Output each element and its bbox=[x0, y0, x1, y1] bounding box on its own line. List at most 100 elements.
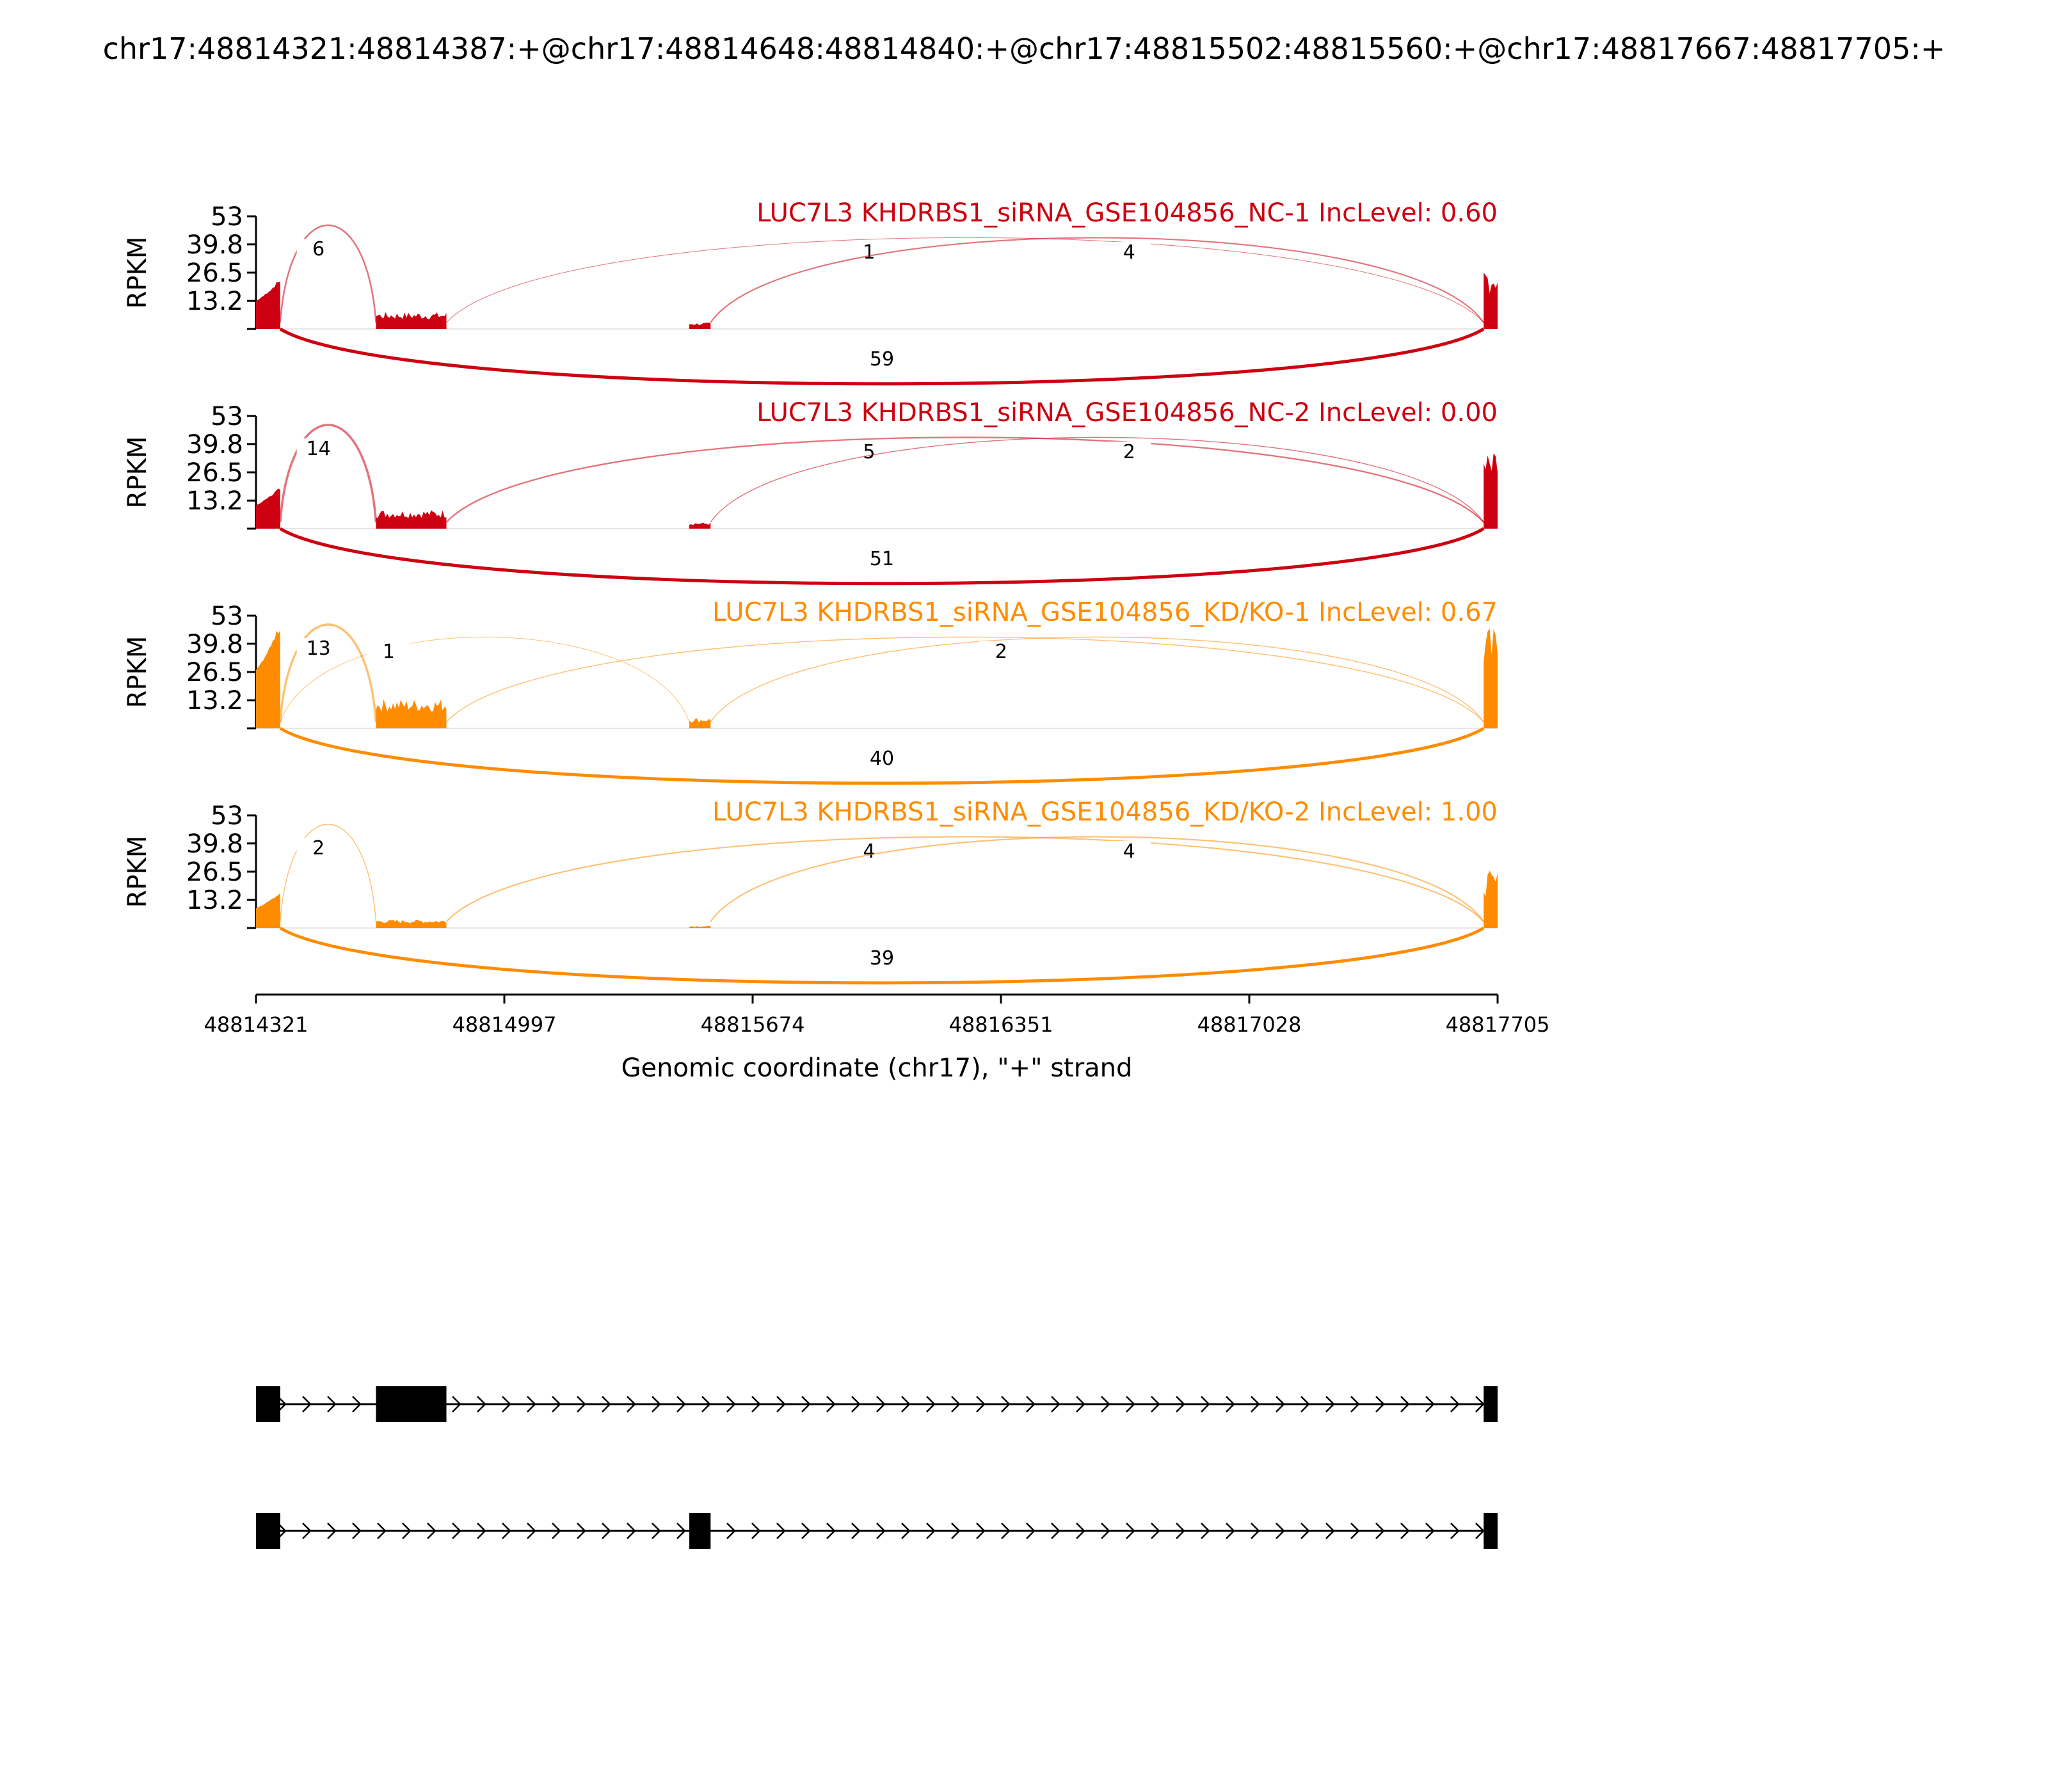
coverage-exon-4 bbox=[1484, 272, 1498, 329]
coverage-exon-2 bbox=[376, 312, 447, 329]
junction-label-bg bbox=[979, 641, 1023, 663]
junction-count-label: 4 bbox=[1123, 840, 1135, 863]
strand-arrow bbox=[1076, 1396, 1085, 1412]
junction-arc bbox=[280, 636, 690, 723]
junction-arc bbox=[446, 237, 1484, 323]
strand-arrow bbox=[776, 1396, 786, 1412]
y-tick-label: 53 bbox=[211, 202, 243, 232]
strand-arrow bbox=[1126, 1396, 1135, 1412]
strand-arrow bbox=[327, 1523, 337, 1539]
strand-arrow bbox=[801, 1523, 811, 1539]
junction-arc bbox=[445, 836, 1484, 922]
junction-arc bbox=[279, 224, 377, 323]
strand-arrow bbox=[826, 1396, 836, 1412]
junction-count-label: 4 bbox=[863, 840, 875, 863]
strand-arrow bbox=[726, 1523, 736, 1539]
y-tick-label: 26.5 bbox=[186, 858, 243, 887]
strand-arrow bbox=[901, 1523, 911, 1539]
y-tick-label: 53 bbox=[211, 402, 243, 431]
strand-arrow bbox=[876, 1523, 886, 1539]
coverage-exon-3 bbox=[689, 323, 711, 329]
track-1: LUC7L3 KHDRBS1_siRNA_GSE104856_NC-1 IncL… bbox=[123, 198, 1498, 386]
strand-arrow bbox=[851, 1523, 861, 1539]
strand-arrow bbox=[1375, 1523, 1385, 1539]
strand-arrow bbox=[1300, 1396, 1310, 1412]
x-axis: Genomic coordinate (chr17), "+" strand 4… bbox=[204, 993, 1550, 1083]
coverage-exon-2 bbox=[376, 510, 447, 529]
junction-arc bbox=[446, 636, 1484, 723]
junction-label-bg bbox=[367, 641, 411, 663]
x-tick-label: 48817705 bbox=[1446, 1012, 1550, 1037]
coverage-exon-1 bbox=[256, 630, 280, 728]
junction-arc bbox=[279, 527, 1485, 586]
strand-arrow bbox=[1475, 1523, 1485, 1539]
coverage-exon-1 bbox=[256, 282, 280, 329]
coverage-exon-3 bbox=[689, 925, 711, 928]
strand-arrow bbox=[1375, 1396, 1385, 1412]
strand-arrow bbox=[976, 1523, 986, 1539]
strand-arrow bbox=[1325, 1396, 1335, 1412]
junction-count-label: 4 bbox=[1123, 241, 1135, 264]
strand-arrow bbox=[1226, 1396, 1235, 1412]
strand-arrow bbox=[502, 1396, 511, 1412]
strand-arrow bbox=[1126, 1523, 1135, 1539]
junction-label-bg bbox=[296, 638, 340, 660]
strand-arrow bbox=[1101, 1396, 1110, 1412]
strand-arrow bbox=[427, 1523, 436, 1539]
strand-arrow bbox=[1425, 1523, 1435, 1539]
y-tick-label: 26.5 bbox=[186, 658, 243, 687]
exon-block bbox=[1484, 1513, 1498, 1549]
strand-arrow bbox=[302, 1523, 312, 1539]
strand-arrow bbox=[602, 1523, 611, 1539]
junction-count-label: 2 bbox=[1123, 441, 1135, 463]
strand-arrow bbox=[1176, 1523, 1185, 1539]
strand-arrow bbox=[277, 1523, 287, 1539]
y-tick-label: 53 bbox=[211, 801, 243, 831]
strand-arrow bbox=[277, 1396, 287, 1412]
junction-count-label: 2 bbox=[312, 837, 324, 860]
junction-label-bg bbox=[296, 239, 340, 260]
y-axis-label: RPKM bbox=[123, 237, 152, 309]
strand-arrow bbox=[1101, 1523, 1110, 1539]
strand-arrow bbox=[527, 1396, 536, 1412]
strand-arrow bbox=[1350, 1523, 1360, 1539]
strand-arrow bbox=[926, 1396, 936, 1412]
junction-arc bbox=[279, 327, 1485, 386]
strand-arrow bbox=[652, 1396, 661, 1412]
junction-label-bg bbox=[296, 838, 340, 860]
transcript-1 bbox=[256, 1386, 1498, 1422]
strand-arrow bbox=[751, 1523, 761, 1539]
strand-arrow bbox=[926, 1523, 936, 1539]
strand-arrow bbox=[676, 1523, 686, 1539]
strand-arrow bbox=[477, 1523, 486, 1539]
strand-arrow bbox=[627, 1523, 636, 1539]
strand-arrow bbox=[1026, 1396, 1036, 1412]
coverage-exon-4 bbox=[1484, 453, 1498, 529]
junction-count-label: 40 bbox=[870, 748, 894, 770]
junction-count-label: 5 bbox=[863, 441, 875, 463]
junction-count-label: 59 bbox=[870, 348, 894, 371]
strand-arrow bbox=[327, 1396, 337, 1412]
junction-arc bbox=[280, 824, 377, 922]
strand-arrow bbox=[1475, 1396, 1485, 1412]
junction-label-bg bbox=[860, 349, 904, 371]
junction-count-label: 6 bbox=[312, 238, 324, 260]
strand-arrow bbox=[701, 1396, 711, 1412]
exon-block bbox=[1484, 1386, 1498, 1422]
junction-count-label: 39 bbox=[870, 947, 894, 970]
strand-arrow bbox=[976, 1396, 986, 1412]
junction-label-bg bbox=[1107, 242, 1151, 264]
strand-arrow bbox=[477, 1396, 486, 1412]
strand-arrow bbox=[826, 1523, 836, 1539]
junction-arc bbox=[279, 726, 1485, 785]
strand-arrow bbox=[627, 1396, 636, 1412]
exon-block bbox=[256, 1386, 280, 1422]
track-4: LUC7L3 KHDRBS1_siRNA_GSE104856_KD/KO-2 I… bbox=[123, 797, 1498, 985]
strand-arrow bbox=[1226, 1523, 1235, 1539]
x-tick-label: 48817028 bbox=[1197, 1012, 1302, 1037]
junction-count-label: 13 bbox=[307, 637, 331, 660]
coverage-exon-2 bbox=[376, 699, 447, 728]
strand-arrow bbox=[1276, 1396, 1285, 1412]
strand-arrow bbox=[776, 1523, 786, 1539]
junction-label-bg bbox=[296, 438, 340, 460]
